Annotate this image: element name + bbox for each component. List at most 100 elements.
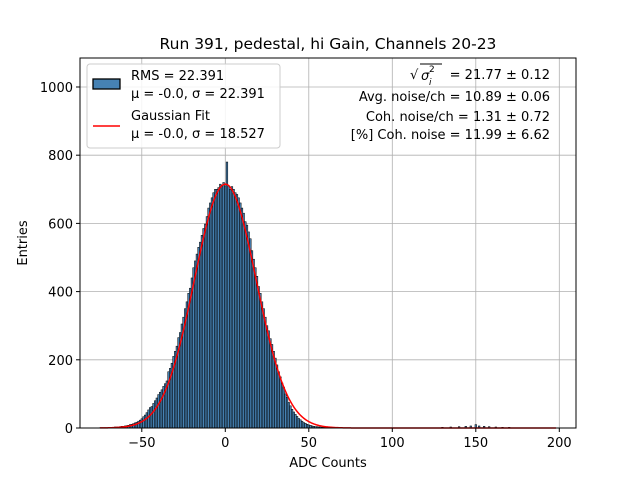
y-axis-label: Entries	[16, 220, 31, 266]
histogram-bar	[192, 267, 195, 429]
histogram-bar	[272, 351, 275, 429]
histogram-bar	[294, 414, 297, 429]
histogram-bar	[254, 267, 257, 429]
histogram-bar	[296, 416, 299, 429]
coh-pct-annotation: [%] Coh. noise = 11.99 ± 6.62	[351, 128, 550, 143]
histogram-bar	[215, 189, 219, 429]
y-tick-label: 0	[65, 422, 73, 437]
legend-histogram-stats: μ = -0.0, σ = 22.391	[131, 87, 265, 102]
histogram-bar	[214, 189, 217, 429]
histogram-bar	[202, 228, 205, 429]
histogram-bar	[255, 275, 259, 429]
histogram-bar	[301, 420, 304, 429]
histogram-bar	[306, 423, 309, 429]
histogram-bar	[235, 194, 239, 429]
sigma-value: = 21.77 ± 0.12	[450, 68, 550, 83]
x-tick-label: −50	[128, 436, 155, 451]
histogram-bar	[232, 189, 235, 429]
histogram-bar	[282, 386, 285, 429]
histogram-bar	[149, 407, 152, 429]
histogram-bar	[302, 422, 305, 429]
histogram-bar	[230, 186, 234, 429]
histogram-bar	[225, 161, 229, 429]
histogram-bar	[277, 371, 280, 429]
annotations: √ σ 2 i = 21.77 ± 0.12 Avg. noise/ch = 1…	[351, 63, 550, 143]
histogram-bar	[220, 184, 224, 429]
x-tick-label: 50	[301, 436, 318, 451]
coh-noise-annotation: Coh. noise/ch = 1.31 ± 0.72	[366, 110, 550, 125]
x-axis-label: ADC Counts	[289, 456, 367, 471]
sqrt-sign: √	[410, 68, 419, 83]
histogram-bar	[250, 250, 254, 429]
histogram-bar	[227, 185, 230, 429]
histogram-bar	[155, 397, 158, 429]
histogram-bar	[239, 202, 242, 429]
histogram-bar	[139, 419, 142, 429]
histogram-bar	[204, 223, 207, 429]
histogram-bar	[144, 414, 147, 429]
plot-frame	[79, 57, 577, 429]
histogram-bar	[222, 182, 225, 429]
histogram-bar	[212, 192, 215, 429]
x-axis-ticks: −50 0 50 100 150 200	[128, 428, 572, 451]
y-tick-label: 800	[48, 149, 73, 164]
histogram-bar	[147, 409, 150, 429]
chart-title: Run 391, pedestal, hi Gain, Channels 20-…	[160, 35, 497, 53]
histogram-bar	[285, 397, 289, 429]
histogram-bar	[234, 192, 237, 429]
histogram-bar	[297, 418, 300, 429]
histogram-bar	[270, 344, 274, 429]
histogram-bar	[244, 221, 247, 429]
histogram-bar	[245, 224, 249, 429]
histogram-bar	[217, 187, 220, 429]
histogram-bar	[190, 277, 193, 429]
histogram-bar	[299, 419, 302, 429]
histogram-bar	[252, 258, 255, 429]
sigma-subscript: i	[429, 78, 432, 88]
x-tick-label: 100	[380, 436, 405, 451]
histogram-bar	[249, 238, 252, 429]
histogram-bars	[98, 161, 511, 429]
histogram-bar	[275, 364, 279, 429]
histogram-bar	[247, 231, 250, 429]
sigma-annotation: √ σ 2 i = 21.77 ± 0.12	[410, 63, 550, 88]
histogram-bar	[207, 207, 210, 429]
histogram-bar	[287, 402, 290, 429]
histogram-bar	[264, 316, 267, 429]
histogram-bar	[205, 216, 209, 429]
y-tick-label: 1000	[40, 81, 73, 96]
histogram-bar	[157, 394, 160, 429]
histogram-bar	[240, 207, 244, 429]
histogram-bar	[194, 260, 197, 429]
histogram-bar	[291, 408, 294, 429]
histogram-bar	[197, 247, 200, 429]
histogram-bar	[262, 308, 265, 429]
histogram-bar	[304, 422, 307, 429]
histogram-bar	[210, 197, 214, 429]
histogram-bar	[242, 212, 245, 429]
histogram-bar	[209, 202, 212, 429]
avg-noise-annotation: Avg. noise/ch = 10.89 ± 0.06	[359, 90, 550, 105]
histogram-bar	[267, 330, 270, 429]
histogram-bar	[279, 376, 282, 429]
histogram-bar	[229, 189, 232, 429]
histogram-bar	[150, 406, 153, 429]
histogram-bar	[159, 391, 162, 429]
y-tick-label: 600	[48, 217, 73, 232]
histogram-bar	[140, 418, 143, 429]
histogram-bar	[145, 412, 148, 429]
histogram-bar	[142, 416, 145, 429]
histogram-bar	[224, 185, 227, 429]
legend-histogram-label: RMS = 22.391	[131, 69, 224, 84]
histogram-bar	[199, 241, 202, 429]
histogram-bar	[152, 403, 155, 429]
histogram-bar	[284, 393, 287, 429]
y-tick-label: 400	[48, 286, 73, 301]
histogram-bar	[237, 197, 240, 429]
x-tick-label: 200	[547, 436, 572, 451]
y-tick-label: 200	[48, 354, 73, 369]
histogram-bar	[189, 287, 192, 429]
legend: RMS = 22.391 μ = -0.0, σ = 22.391 Gaussi…	[86, 63, 281, 149]
sigma-symbol: σ	[421, 69, 430, 84]
